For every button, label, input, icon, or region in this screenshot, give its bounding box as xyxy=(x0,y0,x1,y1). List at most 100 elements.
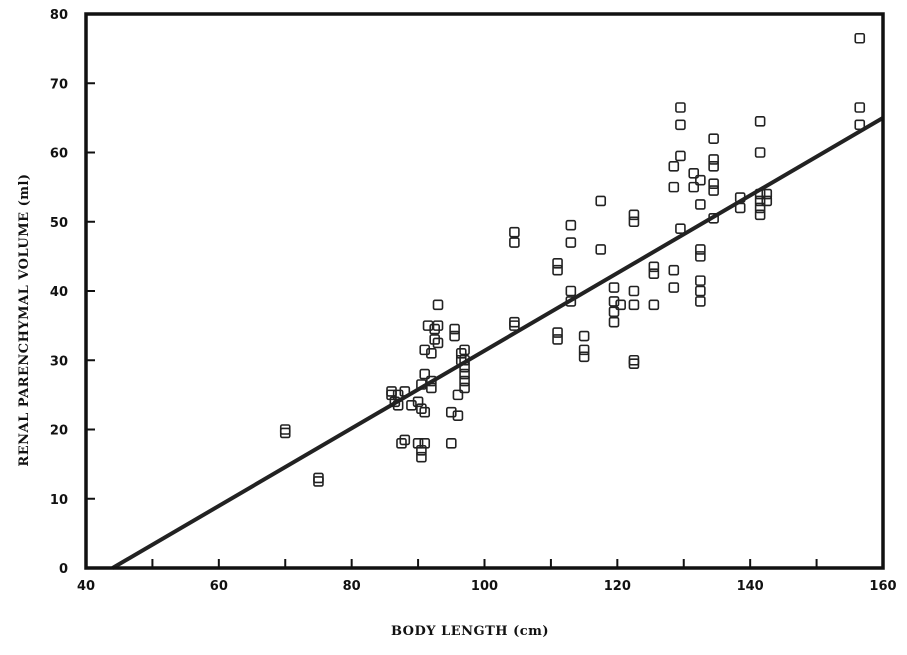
x-tick-label: 60 xyxy=(210,579,228,594)
data-point xyxy=(608,316,620,328)
data-point xyxy=(754,116,766,127)
data-point xyxy=(552,334,563,345)
x-tick-label: 80 xyxy=(343,579,361,594)
data-point xyxy=(578,351,590,363)
y-tick-labels: 0 10 20 30 40 50 60 70 80 xyxy=(50,8,68,577)
data-point xyxy=(392,399,404,411)
y-tick-label: 50 xyxy=(50,216,68,231)
data-point xyxy=(675,102,686,113)
data-point xyxy=(552,257,563,269)
data-point xyxy=(412,438,424,449)
data-point xyxy=(648,268,660,279)
data-point xyxy=(313,476,324,487)
data-point xyxy=(754,202,766,214)
data-point xyxy=(668,282,680,293)
data-point xyxy=(754,195,766,207)
data-point xyxy=(386,386,397,397)
data-point xyxy=(399,434,411,446)
data-point xyxy=(416,451,427,463)
data-point xyxy=(578,330,590,342)
data-point xyxy=(628,216,640,228)
data-point xyxy=(648,261,660,273)
x-tick-label: 160 xyxy=(869,579,896,594)
y-tick-label: 80 xyxy=(50,8,68,23)
axis-ticks xyxy=(85,13,884,569)
data-point xyxy=(608,282,620,293)
data-point xyxy=(419,406,431,418)
data-point xyxy=(459,382,470,394)
data-point xyxy=(708,212,719,224)
data-point xyxy=(761,195,773,207)
data-point xyxy=(761,188,773,200)
data-point xyxy=(416,403,427,415)
data-point xyxy=(455,348,467,359)
data-point xyxy=(668,181,680,193)
x-tick-label: 40 xyxy=(77,579,95,594)
data-point xyxy=(459,368,470,380)
data-point xyxy=(688,167,700,179)
data-points xyxy=(279,32,866,487)
data-point xyxy=(426,375,437,387)
data-point xyxy=(595,195,607,207)
data-point xyxy=(708,178,719,189)
data-point xyxy=(668,264,680,276)
data-point xyxy=(445,406,457,418)
data-point xyxy=(412,396,424,408)
data-point xyxy=(675,150,686,162)
x-tick-label: 120 xyxy=(604,579,631,594)
data-point xyxy=(552,327,563,338)
data-point xyxy=(565,237,577,248)
data-point xyxy=(734,192,746,203)
data-point xyxy=(313,472,324,484)
data-point xyxy=(406,399,417,411)
data-point xyxy=(449,323,460,335)
data-point xyxy=(695,251,706,262)
y-tick-label: 10 xyxy=(50,493,68,508)
data-point xyxy=(419,368,431,380)
data-point xyxy=(452,410,464,421)
data-point xyxy=(708,154,719,165)
data-point xyxy=(399,386,411,397)
data-point xyxy=(459,361,470,373)
data-point xyxy=(565,285,577,297)
data-point xyxy=(854,102,866,113)
data-point xyxy=(432,320,444,331)
data-point xyxy=(552,264,563,276)
x-axis-title: BODY LENGTH (cm) xyxy=(391,624,549,639)
data-point xyxy=(565,219,577,231)
data-point xyxy=(509,237,520,248)
data-point xyxy=(416,379,427,390)
data-point xyxy=(648,299,660,311)
data-point xyxy=(509,316,520,328)
data-point xyxy=(695,296,706,307)
data-point xyxy=(615,299,626,311)
data-point xyxy=(389,396,401,408)
data-point xyxy=(854,119,866,131)
data-point xyxy=(449,330,460,342)
data-point xyxy=(416,444,427,456)
data-point xyxy=(432,299,444,311)
data-point xyxy=(754,188,766,200)
data-point xyxy=(432,337,444,349)
data-point xyxy=(608,306,620,318)
data-point xyxy=(695,174,706,186)
data-point xyxy=(279,424,291,435)
data-point xyxy=(396,438,407,449)
y-tick-label: 0 xyxy=(59,562,68,577)
data-point xyxy=(452,389,464,401)
data-point xyxy=(754,209,766,221)
data-point xyxy=(628,358,640,370)
data-point xyxy=(578,344,590,356)
data-point xyxy=(279,427,291,439)
data-point xyxy=(445,438,457,449)
data-point xyxy=(675,119,686,131)
data-point xyxy=(386,389,397,401)
y-tick-label: 70 xyxy=(50,77,68,92)
data-point xyxy=(708,161,719,172)
x-tick-label: 100 xyxy=(471,579,498,594)
data-point xyxy=(708,185,719,196)
data-point xyxy=(675,223,686,234)
y-tick-label: 20 xyxy=(50,424,68,439)
data-point xyxy=(459,344,470,356)
